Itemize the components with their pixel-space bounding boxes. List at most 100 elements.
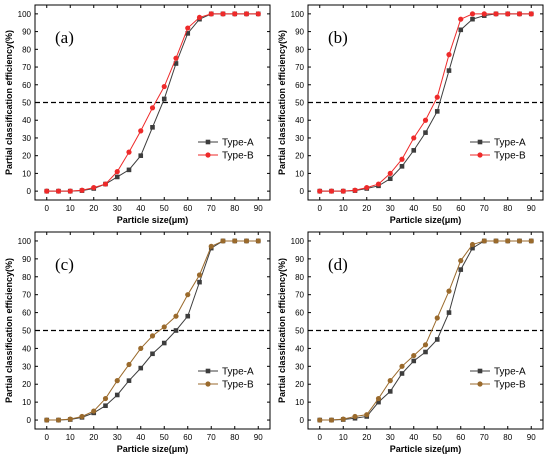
x-tick-label: 30 xyxy=(113,204,122,213)
y-tick-label: 40 xyxy=(22,116,31,125)
data-point-circle xyxy=(387,378,393,384)
x-tick-label: 0 xyxy=(45,204,50,213)
data-point-circle xyxy=(102,181,109,187)
data-point-circle xyxy=(469,241,476,248)
y-tick-label: 90 xyxy=(295,28,304,37)
data-point-square xyxy=(399,164,405,169)
data-point-circle xyxy=(481,11,487,17)
data-point-circle xyxy=(208,11,214,17)
y-tick-label: 60 xyxy=(295,81,304,90)
y-tick-label: 20 xyxy=(295,380,304,389)
y-tick-label: 50 xyxy=(295,99,304,108)
legend-label: Type-A xyxy=(222,138,254,149)
data-point-circle xyxy=(458,16,464,22)
legend-label: Type-B xyxy=(494,380,526,391)
x-tick-label: 40 xyxy=(409,204,418,213)
data-point-square xyxy=(114,392,120,398)
x-tick-label: 50 xyxy=(433,204,442,213)
x-tick-label: 20 xyxy=(89,433,98,442)
y-tick-label: 50 xyxy=(295,327,304,336)
y-tick-label: 0 xyxy=(300,416,305,425)
x-tick-label: 90 xyxy=(527,433,536,442)
x-tick-label: 80 xyxy=(503,433,512,442)
x-tick-label: 80 xyxy=(503,204,512,213)
legend-swatch-marker xyxy=(205,139,211,145)
x-axis-title: Particle size(μm) xyxy=(390,444,462,454)
data-point-circle xyxy=(185,25,191,31)
y-tick-label: 40 xyxy=(295,344,304,353)
data-point-circle xyxy=(375,395,382,402)
y-tick-label: 0 xyxy=(27,416,32,425)
x-tick-label: 40 xyxy=(136,204,145,213)
y-tick-label: 0 xyxy=(27,187,32,196)
x-axis-title: Particle size(μm) xyxy=(117,444,189,454)
data-point-square xyxy=(446,310,452,315)
data-point-circle xyxy=(55,188,62,194)
data-point-square xyxy=(126,378,132,383)
legend-swatch-marker xyxy=(477,381,483,387)
data-point-circle xyxy=(352,413,358,420)
data-point-circle xyxy=(434,94,440,100)
data-point-circle xyxy=(114,169,120,175)
y-tick-label: 10 xyxy=(295,398,304,407)
chart-panel-b: 0 10 20 30 40 50 60 70 80 90 0 10 20 30 40 50 60 70 80 90 10… xyxy=(277,4,544,225)
data-point-circle xyxy=(220,238,226,244)
x-tick-label: 0 xyxy=(45,433,50,442)
y-tick-label: 80 xyxy=(22,45,31,54)
panel-label: (d) xyxy=(328,255,348,274)
data-point-circle xyxy=(114,378,120,384)
data-point-circle xyxy=(149,333,156,339)
data-point-square xyxy=(173,61,179,66)
y-axis-title: Partial classification efficiency(%) xyxy=(277,30,287,175)
x-tick-label: 60 xyxy=(456,433,465,442)
data-point-circle xyxy=(493,11,499,17)
data-point-circle xyxy=(138,128,144,134)
legend-label: Type-B xyxy=(494,151,526,162)
data-point-circle xyxy=(505,238,511,244)
data-point-circle xyxy=(196,14,203,21)
data-point-circle xyxy=(446,288,452,294)
data-point-square xyxy=(150,125,155,130)
y-tick-label: 10 xyxy=(22,169,31,178)
data-point-square xyxy=(376,399,381,405)
y-tick-label: 20 xyxy=(22,152,31,161)
data-point-square xyxy=(114,174,120,180)
legend-label: Type-A xyxy=(494,138,526,149)
x-tick-label: 70 xyxy=(207,204,216,213)
x-tick-label: 10 xyxy=(339,204,348,213)
x-tick-label: 50 xyxy=(433,433,442,442)
data-point-circle xyxy=(91,408,97,414)
y-tick-label: 20 xyxy=(295,152,304,161)
data-point-circle xyxy=(91,184,97,191)
panel-label: (a) xyxy=(55,28,74,47)
x-tick-label: 90 xyxy=(254,204,263,213)
series-type-b xyxy=(317,238,534,423)
y-tick-label: 30 xyxy=(22,134,31,143)
data-point-square xyxy=(126,167,132,173)
legend-label: Type-A xyxy=(494,367,526,378)
panel-label: (c) xyxy=(55,255,74,274)
data-point-circle xyxy=(328,188,335,194)
y-tick-label: 30 xyxy=(22,362,31,371)
y-tick-label: 80 xyxy=(295,45,304,54)
data-point-circle xyxy=(196,272,203,278)
data-point-circle xyxy=(528,238,534,244)
data-point-circle xyxy=(375,181,382,187)
y-tick-label: 60 xyxy=(22,81,31,90)
y-tick-label: 30 xyxy=(295,362,304,371)
data-point-circle xyxy=(340,416,346,422)
legend-swatch-marker xyxy=(477,139,483,145)
data-point-circle xyxy=(458,258,464,264)
y-tick-label: 90 xyxy=(295,255,304,264)
data-point-circle xyxy=(493,238,499,244)
legend: Type-A Type-B xyxy=(198,367,254,391)
legend: Type-A Type-B xyxy=(470,138,526,162)
y-tick-label: 50 xyxy=(22,327,31,336)
data-point-circle xyxy=(469,11,476,17)
y-tick-label: 60 xyxy=(295,309,304,318)
x-tick-label: 30 xyxy=(386,433,395,442)
data-point-circle xyxy=(422,117,429,123)
data-point-circle xyxy=(126,361,132,368)
data-point-circle xyxy=(364,412,370,418)
